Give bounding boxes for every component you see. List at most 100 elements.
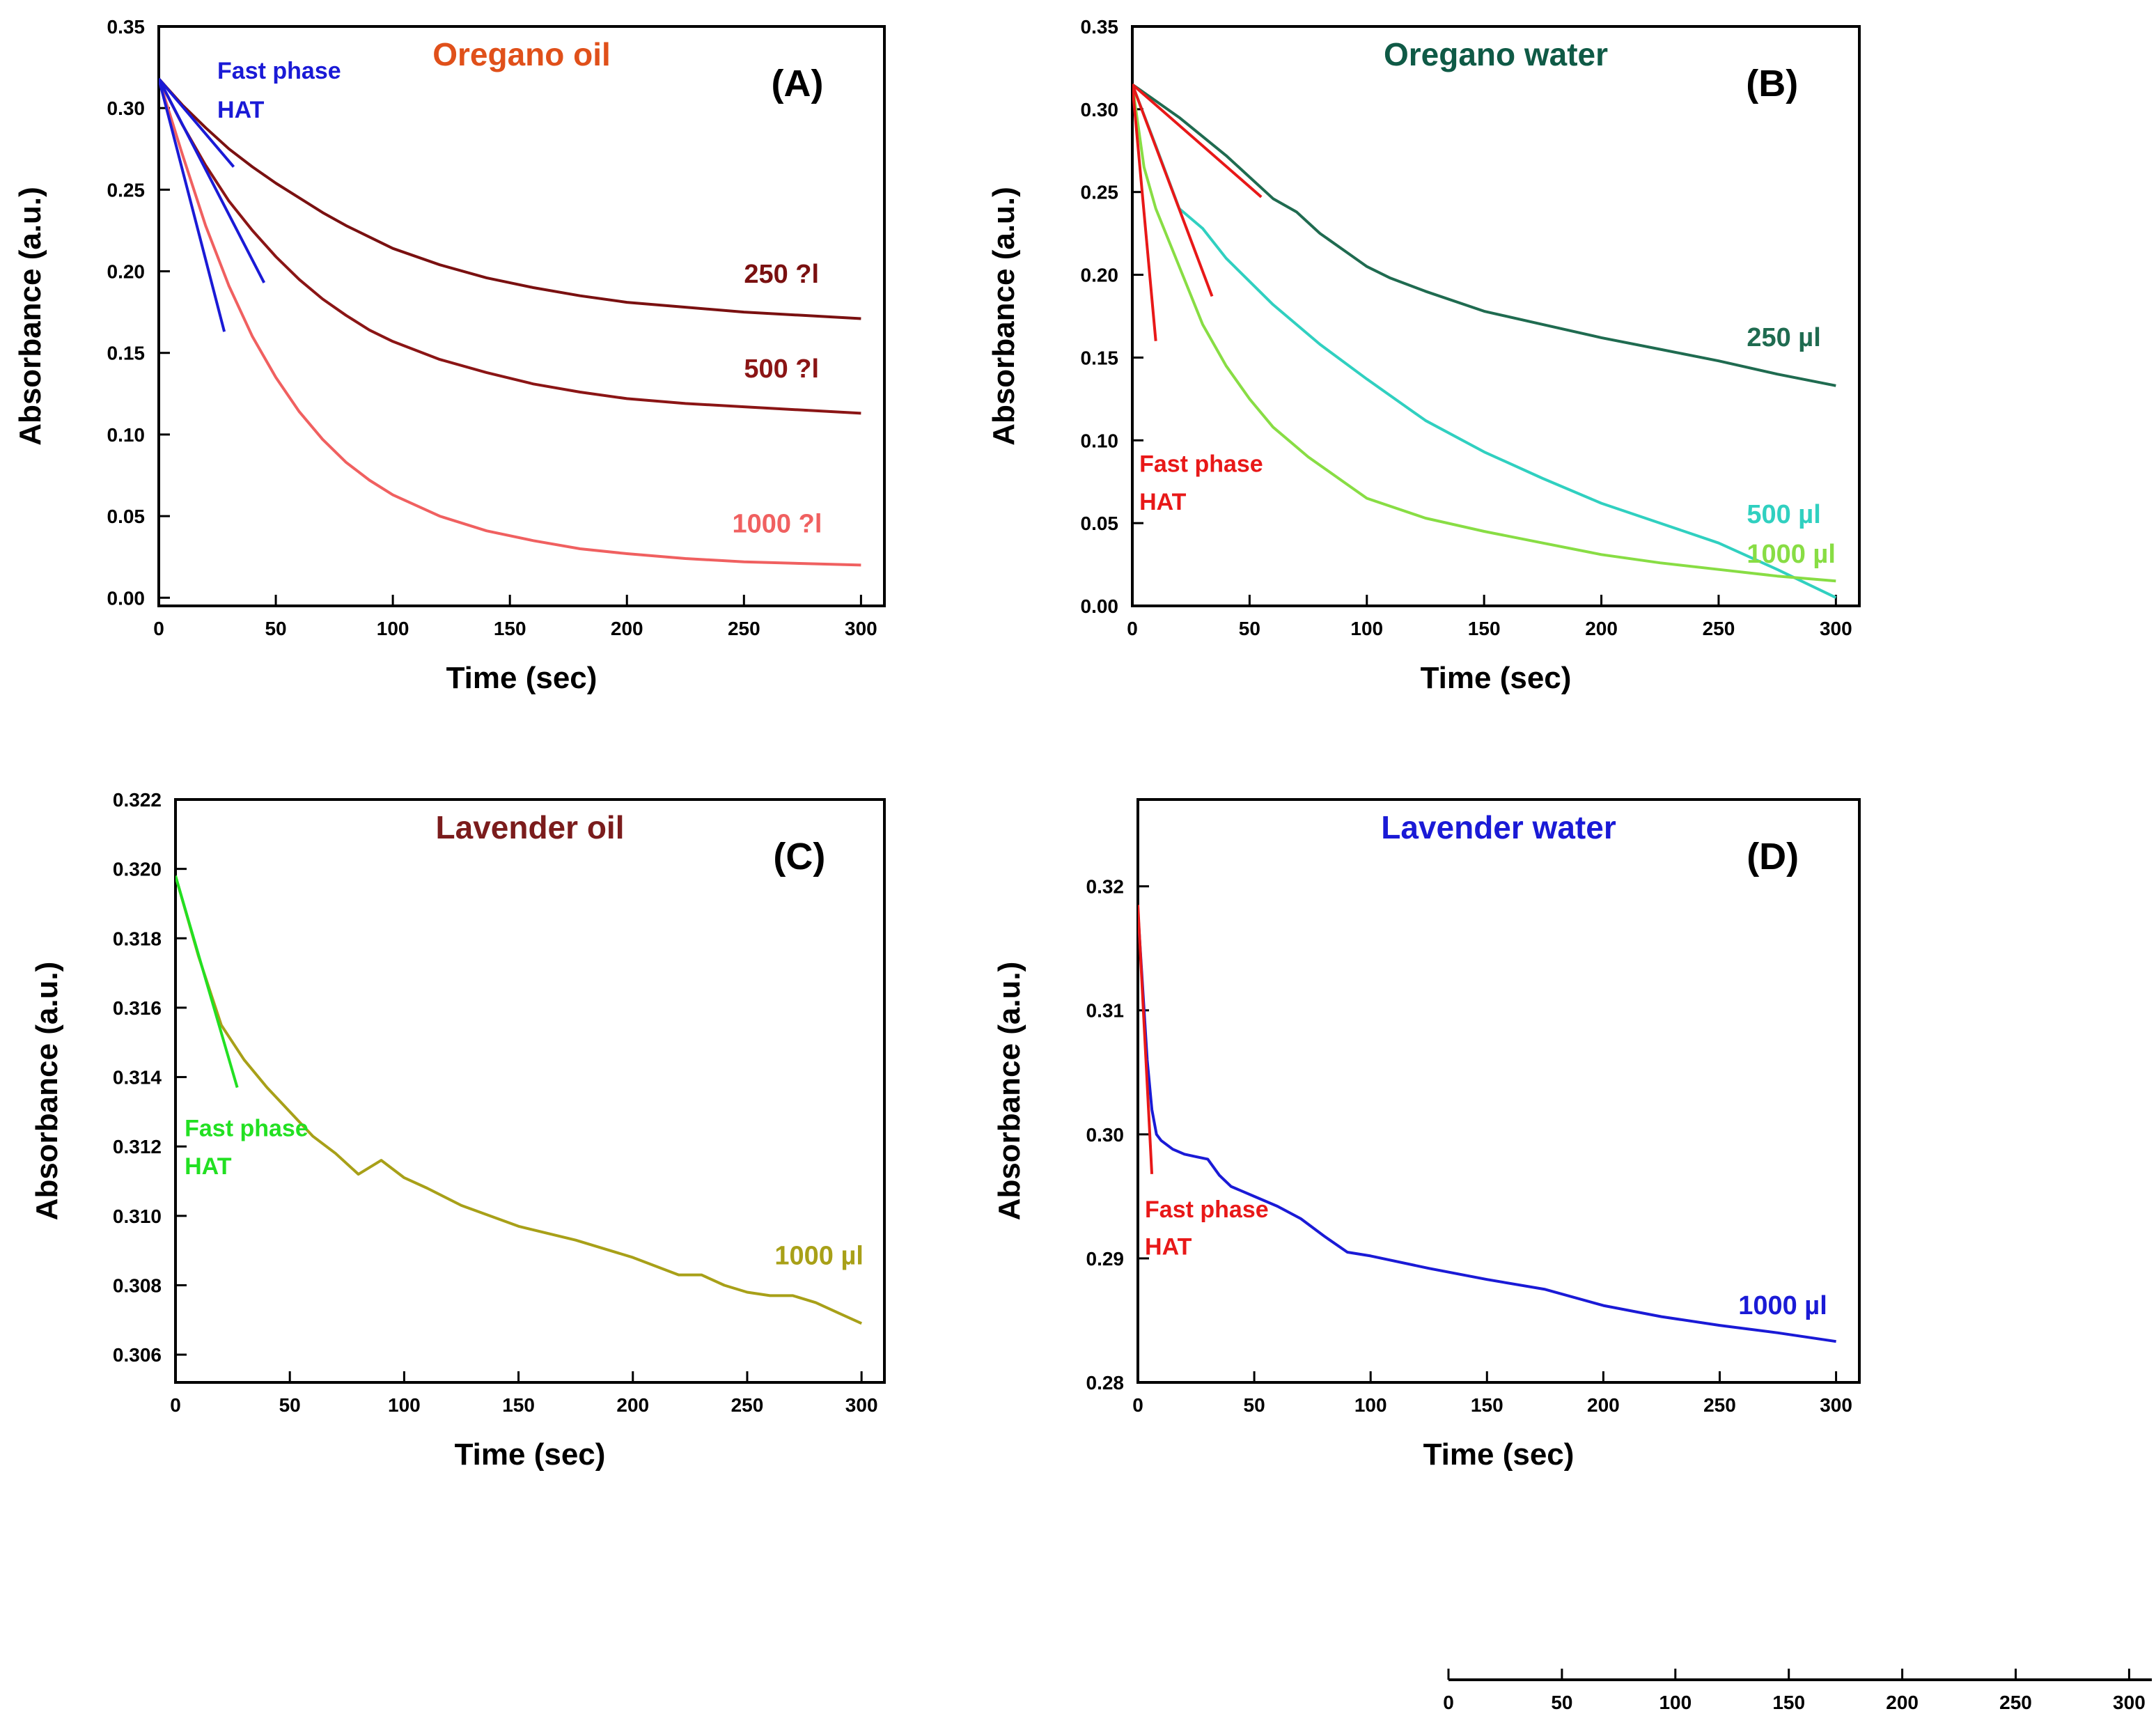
series-label-2: 500 ?l: [744, 354, 819, 384]
y-axis-label: Absorbance (a.u.): [992, 962, 1026, 1221]
series-line-2: [159, 78, 861, 415]
x-tick-label: 0: [170, 1394, 181, 1416]
chart-panel-b: 0 50 100 150 200 250 300 0.00 0.05 0.10 0.15 0.20 0.…: [987, 16, 1861, 695]
chart-title: Lavender oil: [436, 809, 625, 845]
annotation-text: Fast phase: [1139, 451, 1263, 477]
y-tick-label: 0.316: [113, 997, 162, 1019]
fast-phase-fit-line: [1132, 84, 1214, 297]
y-tick-label: 0.10: [107, 424, 146, 446]
series-label-2: 500 µl: [1747, 500, 1820, 529]
x-tick-label: 250: [1703, 1394, 1736, 1416]
x-tick-label: 50: [1244, 1394, 1265, 1416]
plot-frame: [157, 25, 886, 607]
series-label-3: 1000 µl: [1747, 540, 1836, 569]
series-label-1: 250 µl: [1747, 323, 1820, 352]
x-tick-label: 200: [1886, 1692, 1919, 1713]
chart-title: Oregano oil: [432, 36, 611, 72]
fast-phase-fit-line: [159, 78, 226, 332]
series-label-1: 1000 µl: [774, 1242, 864, 1271]
y-tick-label: 0.05: [1081, 513, 1119, 534]
x-tick-label: 150: [1471, 1394, 1503, 1416]
series-line-3: [159, 78, 861, 567]
chart-panel-d: 0 50 100 150 200 250 300 0.28 0.29 0.30 0.31 0.32 Ti…: [992, 798, 1861, 1472]
y-tick-label: 0.29: [1086, 1248, 1125, 1270]
panel-label: (D): [1747, 836, 1799, 878]
y-tick-label: 0.320: [113, 859, 162, 880]
x-tick-label: 150: [494, 618, 526, 639]
x-tick-label: 50: [1239, 618, 1260, 639]
y-tick-label: 0.30: [1081, 99, 1119, 120]
y-tick-label: 0.28: [1086, 1372, 1125, 1394]
x-tick-label: 250: [731, 1394, 764, 1416]
x-tick-label: 300: [845, 1394, 878, 1416]
series-label-1: 250 ?l: [744, 260, 819, 289]
annotation-text: Fast phase: [1145, 1196, 1269, 1223]
annotation-text: HAT: [185, 1153, 232, 1180]
chart-panel-c: 0 50 100 150 200 250 300 0.306 0.308 0.310 0.312 0.…: [30, 789, 886, 1472]
x-tick-label: 0: [1132, 1394, 1143, 1416]
x-tick-label: 300: [1820, 618, 1852, 639]
x-tick-label: 250: [728, 618, 760, 639]
fast-phase-fit-line: [159, 78, 266, 283]
y-tick-label: 0.20: [1081, 265, 1119, 286]
series-label-1: 1000 µl: [1738, 1291, 1827, 1320]
series-line-1: [1138, 911, 1836, 1343]
x-tick-label: 300: [2113, 1692, 2146, 1713]
y-axis-label: Absorbance (a.u.): [30, 962, 64, 1221]
plot-frame: [1136, 798, 1861, 1384]
y-tick-label: 0.30: [107, 98, 146, 119]
y-tick-label: 0.31: [1086, 1000, 1125, 1022]
x-tick-label: 150: [1772, 1692, 1805, 1713]
y-tick-label: 0.35: [1081, 16, 1119, 38]
y-tick-label: 0.15: [107, 343, 146, 364]
x-axis-label: Time (sec): [1421, 661, 1572, 695]
y-tick-label: 0.20: [107, 261, 146, 283]
chart-panel-a: 0 50 100 150 200 250 300 0.00 0.05 0.10 0.15 0.20 0.…: [13, 16, 886, 695]
x-tick-label: 150: [502, 1394, 535, 1416]
series-line-3: [1132, 84, 1836, 583]
x-tick-label: 0: [1127, 618, 1138, 639]
y-tick-label: 0.25: [1081, 182, 1119, 203]
y-tick-label: 0.32: [1086, 876, 1125, 898]
y-tick-label: 0.10: [1081, 430, 1119, 451]
x-tick-label: 50: [279, 1394, 301, 1416]
x-tick-label: 250: [1703, 618, 1735, 639]
x-axis-label: Time (sec): [446, 661, 597, 695]
y-tick-label: 0.00: [1081, 595, 1119, 617]
fast-phase-fit-line: [1138, 905, 1154, 1174]
annotation-text: HAT: [217, 97, 265, 123]
panel-label: (A): [771, 63, 823, 104]
x-axis-label: Time (sec): [1423, 1437, 1575, 1472]
y-tick-label: 0.306: [113, 1344, 162, 1366]
x-tick-label: 100: [1659, 1692, 1692, 1713]
panel-label: (C): [773, 836, 825, 878]
x-tick-label: 0: [1443, 1692, 1454, 1713]
y-tick-label: 0.310: [113, 1206, 162, 1227]
x-tick-label: 100: [1354, 1394, 1387, 1416]
y-tick-label: 0.322: [113, 789, 162, 811]
x-tick-label: 100: [388, 1394, 421, 1416]
y-axis-label: Absorbance (a.u.): [13, 187, 47, 446]
x-tick-label: 200: [611, 618, 643, 639]
annotation-text: Fast phase: [217, 58, 341, 84]
y-tick-label: 0.00: [107, 587, 146, 609]
annotation-text: HAT: [1139, 489, 1187, 515]
x-tick-label: 250: [1999, 1692, 2032, 1713]
series-line-1: [1132, 83, 1836, 387]
y-tick-label: 0.314: [113, 1067, 162, 1089]
x-tick-label: 150: [1468, 618, 1501, 639]
fast-phase-fit-line: [159, 77, 235, 168]
x-tick-label: 100: [1350, 618, 1383, 639]
y-tick-label: 0.05: [107, 506, 146, 527]
y-tick-label: 0.318: [113, 928, 162, 949]
x-axis-label: Time (sec): [455, 1437, 606, 1472]
x-tick-label: 200: [616, 1394, 649, 1416]
y-tick-label: 0.30: [1086, 1124, 1125, 1146]
x-tick-label: 200: [1587, 1394, 1620, 1416]
x-tick-label: 50: [265, 618, 286, 639]
fast-phase-fit-line: [175, 875, 239, 1089]
y-tick-label: 0.15: [1081, 347, 1119, 368]
y-tick-label: 0.35: [107, 16, 146, 38]
y-tick-label: 0.312: [113, 1136, 162, 1157]
